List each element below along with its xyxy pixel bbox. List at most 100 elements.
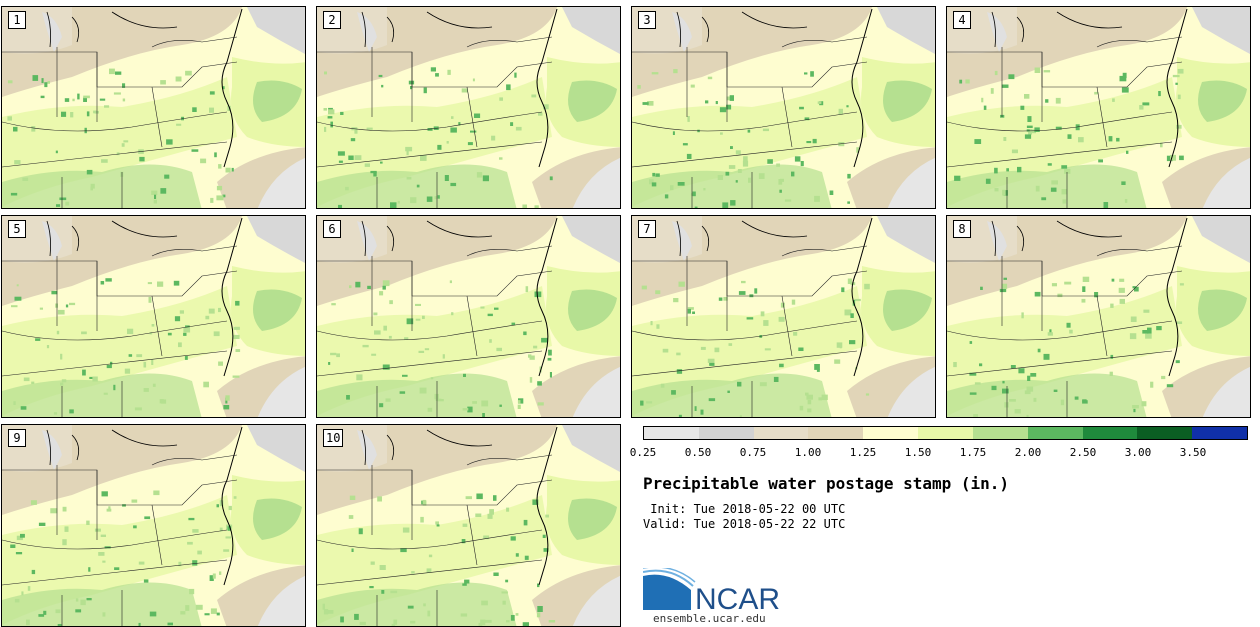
precip-cell <box>115 71 122 75</box>
precip-cell <box>98 552 105 556</box>
precip-cell <box>152 383 156 387</box>
precip-cell <box>75 598 79 602</box>
precip-cell <box>388 335 392 339</box>
precip-cell <box>427 610 431 617</box>
precip-cell <box>354 155 362 160</box>
precip-cell <box>407 605 414 609</box>
precip-cell <box>178 561 182 567</box>
precip-cell <box>1109 371 1113 376</box>
precip-cell <box>327 116 333 119</box>
precip-cell <box>523 331 527 336</box>
precip-cell <box>515 613 519 616</box>
precip-cell <box>784 199 792 202</box>
precip-cell <box>730 200 736 206</box>
precip-cell <box>47 81 50 84</box>
precip-cell <box>200 158 207 164</box>
precip-cell <box>522 204 527 208</box>
precip-cell <box>435 398 442 401</box>
precip-cell <box>166 139 173 145</box>
precip-cell <box>836 342 843 348</box>
precip-cell <box>377 496 382 502</box>
precip-cell <box>187 541 193 545</box>
precip-cell <box>64 98 70 102</box>
precip-cell <box>467 406 473 413</box>
precip-cell <box>965 79 970 84</box>
precip-cell <box>1024 134 1032 139</box>
precip-cell <box>799 106 804 110</box>
colorbar-swatch <box>972 427 1028 439</box>
precip-cell <box>53 412 58 415</box>
colorbar-tick-label: 2.00 <box>1014 446 1042 459</box>
precip-cell <box>662 348 669 353</box>
precip-cell <box>649 179 654 185</box>
precip-cell <box>60 382 64 386</box>
precip-cell <box>86 598 92 601</box>
precip-cell <box>646 401 653 404</box>
great-lakes-outline <box>46 220 178 257</box>
precip-cell <box>7 116 12 121</box>
pw-map <box>632 7 935 208</box>
precip-cell <box>13 401 16 405</box>
precip-cell <box>406 176 412 180</box>
precip-cell <box>1176 321 1183 324</box>
precip-cell <box>138 561 145 565</box>
precip-cell <box>428 554 433 558</box>
precip-cell <box>791 171 795 177</box>
precip-cell <box>153 490 160 496</box>
precip-cell <box>104 105 110 108</box>
precip-cell <box>687 307 694 310</box>
precip-cell <box>216 612 220 616</box>
precip-cell <box>227 526 231 531</box>
precip-cell <box>1116 137 1120 142</box>
precip-cell <box>80 599 86 606</box>
precip-cell <box>1014 409 1021 414</box>
precip-cell <box>385 398 391 402</box>
precip-cell <box>549 176 553 181</box>
precip-cell <box>219 527 223 532</box>
precip-cell <box>216 504 219 508</box>
precip-cell <box>741 280 746 284</box>
precip-cell <box>72 98 75 102</box>
member-panel-6: 6 <box>316 215 621 418</box>
precip-cell <box>476 172 483 178</box>
member-number: 9 <box>8 429 26 447</box>
precip-cell <box>728 165 736 169</box>
precip-cell <box>102 560 106 563</box>
state-borders <box>947 245 1183 417</box>
precip-cell <box>1026 125 1033 128</box>
precip-cell <box>511 322 516 326</box>
precip-cell <box>75 609 82 613</box>
precip-cell <box>338 160 343 163</box>
precip-cell <box>506 620 510 623</box>
precip-cell <box>746 317 754 320</box>
precip-cell <box>847 173 851 179</box>
precip-cell <box>1172 74 1180 78</box>
precip-cell <box>62 539 67 546</box>
precip-cell <box>1002 380 1005 384</box>
precip-cell <box>505 579 509 583</box>
precip-cell <box>57 624 62 626</box>
precip-cell <box>985 178 991 184</box>
coastline <box>1166 8 1188 168</box>
member-panel-9: 9 <box>1 424 306 627</box>
precip-cell <box>40 95 45 99</box>
precip-cell <box>677 182 685 186</box>
precip-cell <box>807 399 812 405</box>
colorbar-tick-label: 3.50 <box>1179 446 1207 459</box>
precip-cell <box>660 383 665 388</box>
coastline <box>1166 217 1188 377</box>
precip-cell <box>99 98 106 101</box>
precip-cell <box>101 491 108 497</box>
precip-cell <box>450 182 457 187</box>
precip-cell <box>379 403 384 408</box>
precip-cell <box>338 204 342 208</box>
precip-cell <box>402 374 408 377</box>
pw-map <box>317 216 620 417</box>
precip-cell <box>151 359 154 365</box>
precip-cell <box>216 195 224 201</box>
precip-cell <box>174 316 181 322</box>
precip-cell <box>138 622 141 626</box>
precip-cell <box>461 88 468 93</box>
precip-cell <box>510 615 515 621</box>
precip-cell <box>529 377 533 383</box>
